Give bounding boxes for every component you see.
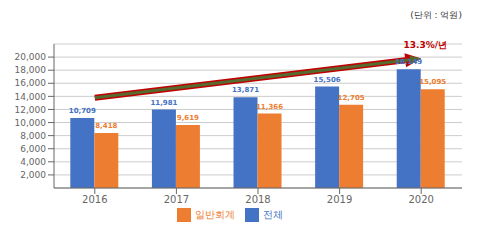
svg-text:18,000: 18,000 [15,65,47,75]
html-text:(단위 : 억원): (단위 : 억원) [410,10,462,20]
svg-text:2017: 2017 [164,194,189,205]
svg-text:8,418: 8,418 [95,122,117,130]
svg-text:10,000: 10,000 [15,118,47,128]
svg-text:2019: 2019 [327,194,352,205]
svg-text:10,709: 10,709 [69,107,96,115]
svg-text:11,981: 11,981 [150,99,177,107]
svg-text:13,871: 13,871 [232,86,259,94]
svg-text:2018: 2018 [245,194,270,205]
svg-text:11,366: 11,366 [256,103,283,111]
svg-text:20,000: 20,000 [15,52,47,62]
svg-text:2020: 2020 [408,194,433,205]
svg-text:12,705: 12,705 [338,94,365,102]
svg-text:15,095: 15,095 [419,78,446,86]
svg-text:14,000: 14,000 [15,92,47,102]
svg-text:4,000: 4,000 [20,157,46,167]
svg-text:2016: 2016 [82,194,107,205]
svg-text:13.3%/년: 13.3%/년 [403,40,447,50]
svg-text:16,000: 16,000 [15,78,47,88]
svg-text:12,000: 12,000 [15,105,47,115]
svg-text:9,619: 9,619 [177,114,199,122]
svg-text:18,149: 18,149 [395,58,422,66]
html-text:전체: 전체 [263,209,283,220]
svg-text:2,000: 2,000 [20,170,46,180]
svg-text:6,000: 6,000 [20,144,46,154]
html-text:일반회계: 일반회계 [195,209,235,220]
svg-text:8,000: 8,000 [20,131,46,141]
svg-text:15,506: 15,506 [314,76,341,84]
